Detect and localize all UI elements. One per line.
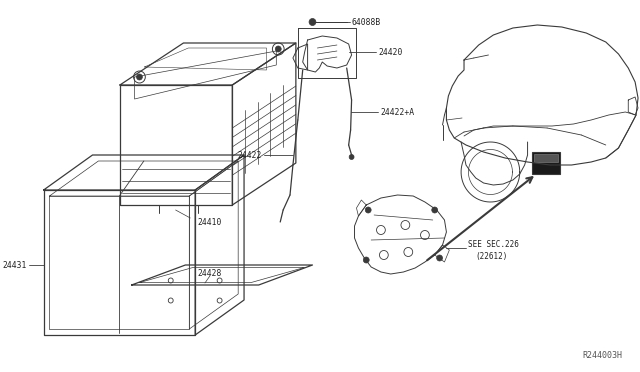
Circle shape <box>436 255 442 261</box>
Text: 24420: 24420 <box>378 48 403 57</box>
FancyBboxPatch shape <box>532 152 560 174</box>
Text: 64088B: 64088B <box>351 17 381 26</box>
Text: 24428: 24428 <box>198 269 222 278</box>
Text: SEE SEC.226: SEE SEC.226 <box>468 240 519 248</box>
Circle shape <box>136 74 142 80</box>
Circle shape <box>365 207 371 213</box>
Text: 24422: 24422 <box>237 151 262 160</box>
Circle shape <box>349 154 354 160</box>
Text: 24422+A: 24422+A <box>380 108 414 116</box>
FancyBboxPatch shape <box>534 154 558 162</box>
Text: 24431: 24431 <box>3 260 27 269</box>
Circle shape <box>275 46 281 52</box>
Circle shape <box>364 257 369 263</box>
Text: 24410: 24410 <box>198 218 222 227</box>
Text: R244003H: R244003H <box>582 351 623 360</box>
Circle shape <box>432 207 438 213</box>
Circle shape <box>309 19 316 26</box>
Text: (22612): (22612) <box>476 251 508 260</box>
